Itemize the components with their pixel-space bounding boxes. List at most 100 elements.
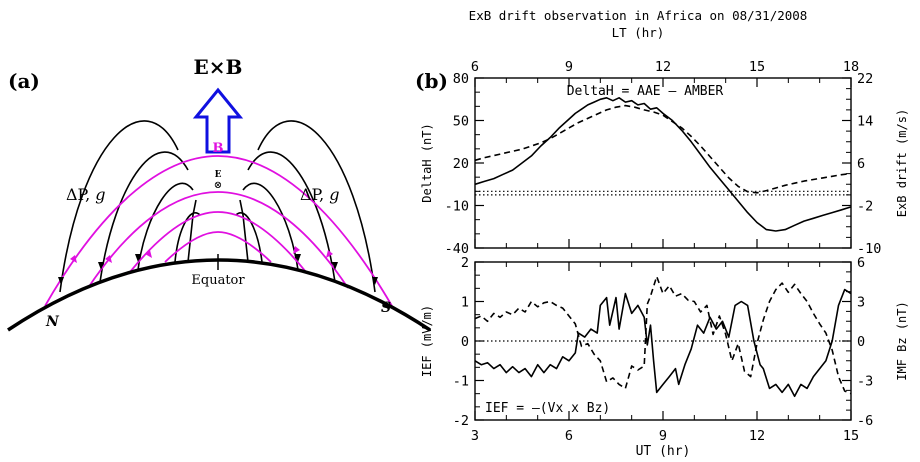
x-tick-label: 12: [749, 428, 765, 444]
field-line: [59, 120, 179, 293]
magenta-field-lines: [44, 155, 393, 307]
b-label: B: [213, 141, 224, 156]
top-reference-lines: [475, 190, 851, 196]
right-dp-g-label: ΔP, g: [300, 185, 340, 204]
bottom-left-ticks: 2 1 0 -1 -2: [453, 255, 484, 429]
right-tick-label: 14: [857, 114, 873, 130]
field-line: [239, 199, 249, 263]
arrowhead: [372, 277, 378, 285]
right-tick-label: -10: [857, 241, 881, 257]
magenta-field-line: [129, 211, 307, 273]
x-tick-label: 6: [471, 59, 479, 75]
magenta-field-line: [87, 191, 349, 289]
bottom-top-ticks: [474, 262, 852, 271]
dashed-series-line: [474, 104, 852, 194]
field-line: [174, 212, 201, 263]
arrowhead: [332, 262, 338, 270]
bottom-right-ticks: 6 3 0 -3 -6: [842, 255, 873, 429]
e-label: E: [215, 170, 222, 180]
x-tick-label: 12: [655, 59, 671, 75]
top-left-ticks: 80 50 20 -10 -40: [445, 71, 484, 257]
field-line: [242, 182, 299, 271]
panel-a-diagram: (a): [7, 55, 431, 332]
top-lt-ticks: 6 9 12 15 18: [471, 59, 859, 87]
earth-surface: [7, 258, 431, 332]
bottom-series: [474, 275, 852, 398]
arrowhead: [293, 246, 300, 254]
top-axis-label: LT (hr): [612, 25, 665, 40]
equator-label: Equator: [191, 273, 245, 288]
right-tick-label: -6: [857, 413, 873, 429]
left-tick-label: -1: [453, 374, 469, 390]
magenta-arrowheads: [70, 246, 333, 263]
right-tick-label: 22: [857, 71, 873, 87]
arrowhead: [135, 254, 141, 262]
arrowhead: [70, 255, 77, 263]
left-g-label: g: [95, 185, 105, 204]
field-line: [187, 199, 197, 263]
field-line: [257, 120, 376, 293]
bottom-left-axis-label: IEF (mV/m): [420, 305, 434, 377]
right-tick-label: 0: [857, 334, 865, 350]
top-plot-frame: [474, 77, 852, 249]
field-line: [247, 151, 336, 283]
arrowhead: [58, 277, 64, 285]
arrowhead: [98, 262, 104, 270]
left-dp-g-label: ΔP, g: [66, 185, 106, 204]
south-label: S: [381, 300, 391, 316]
left-dp-label: ΔP,: [66, 185, 95, 204]
left-tick-label: 1: [461, 295, 469, 311]
ief-bz-plot: 3 6 9 12 15 2 1 0 -1 -2 6 3 0 -3 -6 IEF = –(Vx x Bz)…: [420, 255, 909, 459]
left-tick-label: 20: [453, 156, 469, 172]
field-line: [99, 151, 189, 283]
x-tick-label: 15: [843, 428, 859, 444]
north-label: N: [45, 314, 60, 330]
right-tick-label: -3: [857, 374, 873, 390]
black-arrowheads: [58, 254, 378, 285]
field-line: [137, 182, 194, 271]
deltah-drift-plot: 6 9 12 15 18 80 50 20 -10 -40 22 14 6 -2 -10 DeltaH …: [420, 59, 909, 257]
x-tick-label: 6: [565, 428, 573, 444]
right-g-label: g: [329, 185, 339, 204]
bottom-ut-ticks: 3 6 9 12 15: [471, 411, 859, 444]
right-tick-label: 3: [857, 295, 865, 311]
bottom-annotation: IEF = –(Vx x Bz): [485, 401, 610, 416]
right-tick-label: -2: [857, 199, 873, 215]
magenta-field-line: [44, 155, 393, 307]
solid-series-line: [474, 288, 852, 398]
panel-b-label: (b): [415, 69, 448, 93]
exb-label: E×B: [194, 55, 243, 79]
x-tick-label: 9: [565, 59, 573, 75]
left-tick-label: 0: [461, 334, 469, 350]
left-tick-label: -40: [445, 241, 469, 257]
x-axis-label: UT (hr): [636, 444, 691, 459]
left-tick-label: -10: [445, 199, 469, 215]
chart-title: ExB drift observation in Africa on 08/31…: [469, 8, 808, 23]
top-right-ticks: 22 14 6 -2 -10: [842, 71, 881, 257]
top-series: [474, 97, 852, 232]
right-tick-label: 6: [857, 255, 865, 271]
x-tick-label: 15: [749, 59, 765, 75]
top-left-axis-label: DeltaH (nT): [420, 123, 434, 202]
right-dp-label: ΔP,: [300, 185, 329, 204]
bottom-right-axis-label: IMF Bz (nT): [895, 301, 909, 380]
top-right-axis-label: ExB drift (m/s): [895, 109, 909, 217]
x-tick-label: 9: [659, 428, 667, 444]
dashed-series-line: [474, 275, 852, 395]
arrowhead: [295, 254, 301, 262]
top-annotation: DeltaH = AAE – AMBER: [567, 84, 724, 99]
solid-series-line: [474, 97, 852, 232]
x-tick-label: 18: [843, 59, 859, 75]
panel-a-label: (a): [8, 69, 40, 93]
right-tick-label: 6: [857, 156, 865, 172]
left-tick-label: -2: [453, 413, 469, 429]
exb-arrow-icon: [192, 87, 244, 154]
left-tick-label: 2: [461, 255, 469, 271]
arrowhead: [105, 255, 112, 263]
left-tick-label: 80: [453, 71, 469, 87]
arrowhead: [145, 250, 152, 258]
e-into-page-icon: ⊗: [214, 180, 222, 191]
left-tick-label: 50: [453, 114, 469, 130]
x-tick-label: 3: [471, 428, 479, 444]
